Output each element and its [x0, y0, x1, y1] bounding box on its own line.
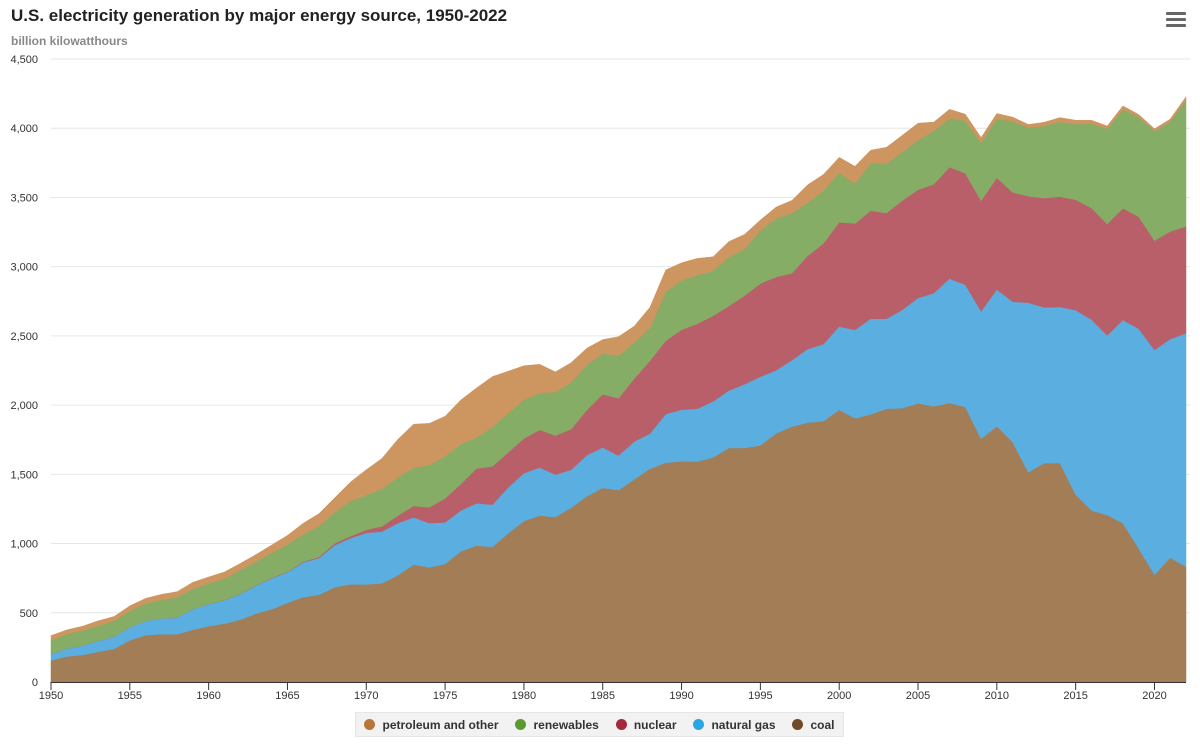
x-tick-label: 1985 [590, 690, 614, 702]
x-tick-label: 1965 [275, 690, 299, 702]
x-tick-label: 2000 [827, 690, 851, 702]
chart-subtitle: billion kilowatthours [11, 34, 128, 48]
legend-label: coal [810, 717, 835, 732]
y-tick-label: 1,500 [10, 469, 38, 481]
x-tick-label: 1975 [433, 690, 457, 702]
legend-item-renewables[interactable]: renewables [515, 717, 599, 732]
y-tick-label: 2,500 [10, 331, 38, 343]
area-petroleum-and-other [50, 96, 1187, 641]
legend: petroleum and other renewables nuclear n… [355, 712, 844, 737]
legend-label: petroleum and other [382, 717, 499, 732]
legend-marker [792, 719, 804, 730]
legend-label: renewables [533, 717, 599, 732]
legend-item-nuclear[interactable]: nuclear [615, 717, 677, 732]
series-areas [50, 96, 1187, 683]
x-tick-label: 1960 [196, 690, 220, 702]
y-axis: 0 500 1,000 1,500 2,000 2,500 3,000 3,500 4,000 4… [10, 54, 38, 689]
legend-label: natural gas [711, 717, 776, 732]
x-tick-label: 2010 [985, 690, 1009, 702]
y-tick-label: 3,500 [10, 192, 38, 204]
legend-marker [515, 719, 527, 730]
legend-item-petroleum[interactable]: petroleum and other [364, 717, 499, 732]
legend-marker [615, 719, 627, 730]
x-axis: 1950 1955 1960 1965 1970 1975 1980 1985 1990 1995… [39, 682, 1186, 702]
x-tick-label: 2005 [906, 690, 930, 702]
x-tick-label: 2020 [1142, 690, 1166, 702]
legend-label: nuclear [633, 717, 677, 732]
chart-title: U.S. electricity generation by major ene… [11, 6, 508, 25]
hamburger-menu-icon[interactable] [1166, 10, 1186, 28]
y-tick-label: 3,000 [10, 262, 38, 274]
y-tick-label: 4,000 [10, 123, 38, 135]
x-tick-label: 1970 [354, 690, 378, 702]
x-tick-label: 2015 [1063, 690, 1087, 702]
x-tick-label: 1955 [118, 690, 142, 702]
legend-item-coal[interactable]: coal [792, 718, 834, 732]
x-tick-label: 1980 [512, 690, 536, 702]
legend-item-natural-gas[interactable]: natural gas [693, 717, 776, 732]
y-tick-label: 2,000 [10, 400, 38, 412]
legend-marker [693, 719, 705, 730]
x-tick-label: 1995 [748, 690, 772, 702]
x-tick-label: 1990 [669, 690, 693, 702]
y-tick-label: 500 [20, 608, 38, 620]
y-tick-label: 0 [32, 677, 38, 689]
x-tick-label: 1950 [39, 690, 63, 702]
y-tick-label: 4,500 [10, 54, 38, 66]
legend-marker [364, 719, 376, 730]
y-tick-label: 1,000 [10, 539, 38, 551]
